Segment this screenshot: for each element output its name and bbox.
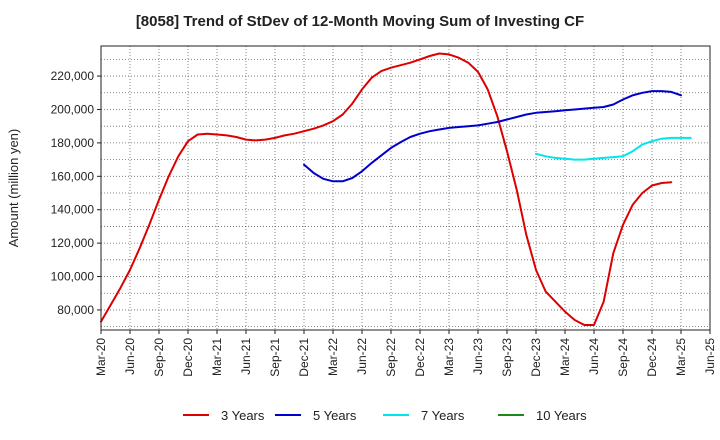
x-tick-label: Sep-23 bbox=[500, 338, 514, 377]
series-5-years-line bbox=[303, 90, 682, 183]
x-tick-label: Mar-23 bbox=[442, 338, 456, 376]
series-layer bbox=[100, 52, 692, 326]
grid bbox=[101, 46, 710, 330]
x-tick-label: Dec-21 bbox=[297, 338, 311, 377]
x-tick-label: Sep-21 bbox=[268, 338, 282, 377]
x-tick-label: Dec-24 bbox=[645, 338, 659, 377]
y-tick-label: 180,000 bbox=[51, 136, 95, 150]
x-tick-label: Jun-21 bbox=[239, 338, 253, 375]
x-tick-label: Sep-24 bbox=[616, 338, 630, 377]
x-tick-label: Sep-22 bbox=[384, 338, 398, 377]
series-7-years-line bbox=[535, 136, 692, 161]
y-axis-title: Amount (million yen) bbox=[6, 129, 21, 248]
chart-title: [8058] Trend of StDev of 12-Month Moving… bbox=[135, 13, 585, 30]
y-tick-label: 80,000 bbox=[57, 303, 94, 317]
y-axis: 80,000 100,000 120,000 140,000 160,000 180,00… bbox=[51, 69, 101, 317]
y-tick-label: 140,000 bbox=[51, 203, 95, 217]
legend-item-5-years: 5 Years bbox=[275, 405, 356, 425]
legend-label-3-years: 3 Years bbox=[221, 407, 265, 423]
x-tick-label: Mar-25 bbox=[674, 338, 688, 376]
legend-swatch-7-years bbox=[383, 414, 409, 416]
x-tick-label: Jun-24 bbox=[587, 338, 601, 375]
legend-item-7-years: 7 Years bbox=[383, 405, 464, 425]
x-tick-label: Jun-23 bbox=[471, 338, 485, 375]
x-tick-label: Jun-20 bbox=[123, 338, 137, 375]
legend-item-3-years: 3 Years bbox=[183, 405, 264, 425]
x-tick-label: Dec-22 bbox=[413, 338, 427, 377]
y-tick-label: 160,000 bbox=[51, 169, 95, 183]
x-tick-label: Dec-23 bbox=[529, 338, 543, 377]
y-tick-label: 220,000 bbox=[51, 69, 95, 83]
x-tick-label: Jun-22 bbox=[355, 338, 369, 375]
x-tick-label: Mar-22 bbox=[326, 338, 340, 376]
legend-swatch-5-years bbox=[275, 414, 301, 416]
plot-frame bbox=[100, 45, 711, 331]
y-tick-label: 200,000 bbox=[51, 102, 95, 116]
x-tick-label: Mar-21 bbox=[210, 338, 224, 376]
legend-swatch-10-years bbox=[498, 414, 524, 416]
legend-label-10-years: 10 Years bbox=[536, 407, 587, 423]
x-tick-label: Sep-20 bbox=[152, 338, 166, 377]
legend-item-10-years: 10 Years bbox=[498, 405, 587, 425]
x-tick-label: Jun-25 bbox=[703, 338, 717, 375]
legend-swatch-3-years bbox=[183, 414, 209, 416]
plot-area bbox=[101, 46, 710, 330]
x-tick-label: Mar-24 bbox=[558, 338, 572, 376]
x-tick-label: Dec-20 bbox=[181, 338, 195, 377]
y-tick-label: 120,000 bbox=[51, 236, 95, 250]
y-tick-label: 100,000 bbox=[51, 270, 95, 284]
legend-label-5-years: 5 Years bbox=[313, 407, 357, 423]
legend-label-7-years: 7 Years bbox=[421, 407, 465, 423]
x-axis: Mar-20 Jun-20 Sep-20 Dec-20 Mar-21 Jun-21 Sep-… bbox=[94, 330, 717, 377]
series-3-years-line bbox=[100, 52, 673, 326]
x-tick-label: Mar-20 bbox=[94, 338, 108, 376]
legend: 3 Years 5 Years 7 Years 10 Years bbox=[0, 405, 720, 425]
